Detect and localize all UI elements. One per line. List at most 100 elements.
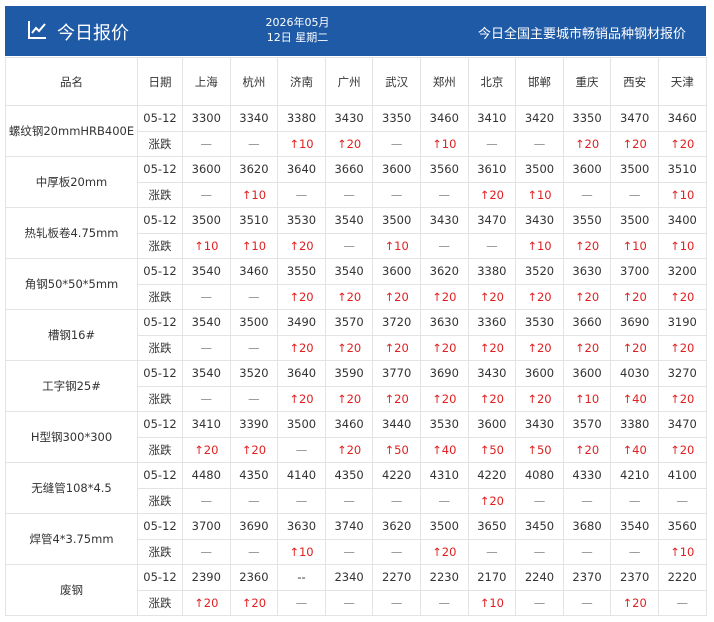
price-cell: 3630 [419,309,469,336]
change-cell: ↑10 [562,385,612,412]
price-cell: 4310 [419,462,469,489]
change-cell: ↑20 [610,130,659,157]
change-cell: — [324,181,374,208]
product-name: 废钢 [5,564,138,616]
price-cell: 2390 [182,564,231,591]
change-label: 涨跌 [137,283,183,310]
price-row: 废钢 05-12 2390 2360 -- 2340 2270 2230 2170 2240 237… [5,564,707,616]
price-cell: 3190 [657,309,707,336]
price-cell: 3540 [324,207,374,234]
date-month: 2026年05月 [265,16,330,29]
price-cell: 3430 [515,411,564,438]
price-cell: 4480 [182,462,231,489]
price-cell: 3500 [372,207,421,234]
price-cell: 3700 [182,513,231,540]
price-row: 角钢50*50*5mm 05-12 3540 3460 3550 3540 3600 3620… [5,258,707,310]
change-cell: — [324,589,374,616]
price-cell: 3690 [229,513,279,540]
header-row: 品名 日期 上海 杭州 济南 广州 武汉 郑州 北京 邯郸 重庆 西安 天津 [5,57,707,106]
change-cell: ↑20 [657,283,707,310]
product-name: 螺纹钢20mmHRB400E [5,105,138,157]
change-cell: ↑10 [515,181,564,208]
price-cell: 4220 [372,462,421,489]
change-cell: — [324,538,374,565]
change-cell: — [657,589,707,616]
change-cell: ↑20 [182,589,231,616]
change-cell: — [182,334,231,361]
change-cell: — [562,538,612,565]
change-cell: — [182,130,231,157]
price-cell: 3430 [467,360,517,387]
header-title: 今日报价 [57,23,129,44]
column-header: 西安 [610,57,659,106]
column-header: 天津 [657,57,707,106]
price-cell: 3630 [562,258,612,285]
change-row: 涨跌 — ↑10— — — — ↑20 ↑10— — ↑10 [6,181,707,208]
price-cell: -- [277,564,326,591]
price-cell: 3620 [419,258,469,285]
price-cell: 3550 [562,207,612,234]
price-cell: 4210 [610,462,659,489]
change-cell: ↑20 [277,385,326,412]
change-cell: ↑10 [229,232,279,259]
price-cell: 3440 [372,411,421,438]
price-cell: 3510 [229,207,279,234]
price-cell: 3700 [610,258,659,285]
date-cell: 05-12 [137,105,183,132]
change-cell: ↑20 [324,283,374,310]
price-cell: 3430 [515,207,564,234]
change-cell: — [372,181,421,208]
change-cell: ↑20 [324,385,374,412]
change-cell: ↑10 [372,232,421,259]
price-cell: 3520 [229,360,279,387]
change-label: 涨跌 [137,385,183,412]
change-cell: — [182,283,231,310]
change-cell: — [515,538,564,565]
date-cell: 05-12 [137,462,183,489]
change-cell: ↑20 [562,436,612,463]
change-row: 涨跌 ↑20 ↑20— — — — ↑10— — ↑20— [6,589,707,616]
product-name: H型钢300*300 [5,411,138,463]
change-cell: — [277,436,326,463]
change-cell: ↑20 [324,334,374,361]
price-cell: 4100 [657,462,707,489]
price-cell: 4030 [610,360,659,387]
change-row: 涨跌 ↑10 ↑10 ↑20— ↑10— — ↑10 ↑20 ↑10 ↑10 [6,232,707,259]
price-row: 热轧板卷4.75mm 05-12 3500 3510 3530 3540 3500 3430 3… [5,207,707,259]
price-cell: 3690 [419,360,469,387]
change-cell: ↑10 [467,589,517,616]
product-name: 热轧板卷4.75mm [5,207,138,259]
change-cell: ↑40 [419,436,469,463]
change-cell: ↑10 [515,232,564,259]
product-name: 焊管4*3.75mm [5,513,138,565]
price-cell: 3460 [657,105,707,132]
price-cell: 3630 [277,513,326,540]
change-cell: — [467,538,517,565]
change-label: 涨跌 [137,130,183,157]
change-cell: — [229,130,279,157]
price-cell: 3350 [372,105,421,132]
change-cell: ↑20 [657,334,707,361]
price-cell: 2340 [324,564,374,591]
change-label: 涨跌 [137,436,183,463]
price-cell: 3510 [657,156,707,183]
price-cell: 4330 [562,462,612,489]
change-cell: ↑20 [277,334,326,361]
change-cell: ↑10 [229,181,279,208]
price-cell: 3540 [182,258,231,285]
change-cell: — [324,487,374,514]
price-cell: 3640 [277,156,326,183]
price-cell: 4140 [277,462,326,489]
date-cell: 05-12 [137,564,183,591]
price-cell: 3600 [515,360,564,387]
change-cell: — [562,181,612,208]
date-cell: 05-12 [137,258,183,285]
product-name: 中厚板20mm [5,156,138,208]
price-cell: 3550 [277,258,326,285]
price-cell: 3650 [467,513,517,540]
change-cell: ↑20 [657,385,707,412]
change-label: 涨跌 [137,538,183,565]
header-bar: 今日报价 2026年05月 12日 星期二 今日全国主要城市畅销品种钢材报价 [5,6,706,56]
change-cell: ↑20 [229,436,279,463]
price-table: 品名 日期 上海 杭州 济南 广州 武汉 郑州 北京 邯郸 重庆 西安 天津 螺纹钢20mmHRB400E… [5,57,707,616]
